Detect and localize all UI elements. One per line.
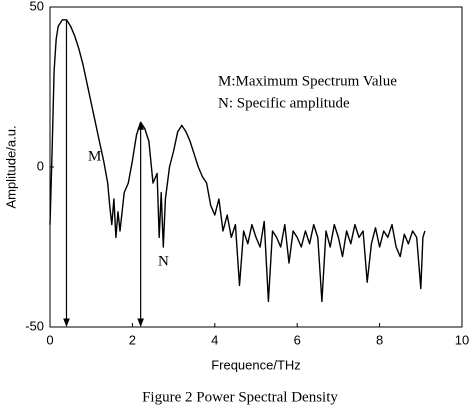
- y-axis-label: Amplitude/a.u.: [3, 125, 18, 208]
- x-axis-label: Frequence/THz: [211, 357, 301, 372]
- annotation: M:Maximum Spectrum Value: [218, 73, 397, 89]
- annotation: N: Specific amplitude: [218, 95, 350, 111]
- marker-label: M: [88, 148, 101, 164]
- x-tick-label: 2: [129, 332, 136, 347]
- x-tick-label: 10: [455, 332, 469, 347]
- plot-frame: [49, 6, 463, 328]
- spectrum-line: [49, 19, 426, 303]
- marker-label: N: [158, 253, 169, 269]
- y-tick-label: 0: [37, 158, 44, 173]
- x-tick-label: 4: [211, 332, 218, 347]
- y-tick-label: -50: [25, 318, 44, 333]
- chart-title: Figure 2 Power Spectral Density: [142, 389, 338, 405]
- y-tick-label: 50: [30, 0, 44, 13]
- x-tick-label: 6: [294, 332, 301, 347]
- x-tick-label: 0: [46, 332, 53, 347]
- x-tick-label: 8: [376, 332, 383, 347]
